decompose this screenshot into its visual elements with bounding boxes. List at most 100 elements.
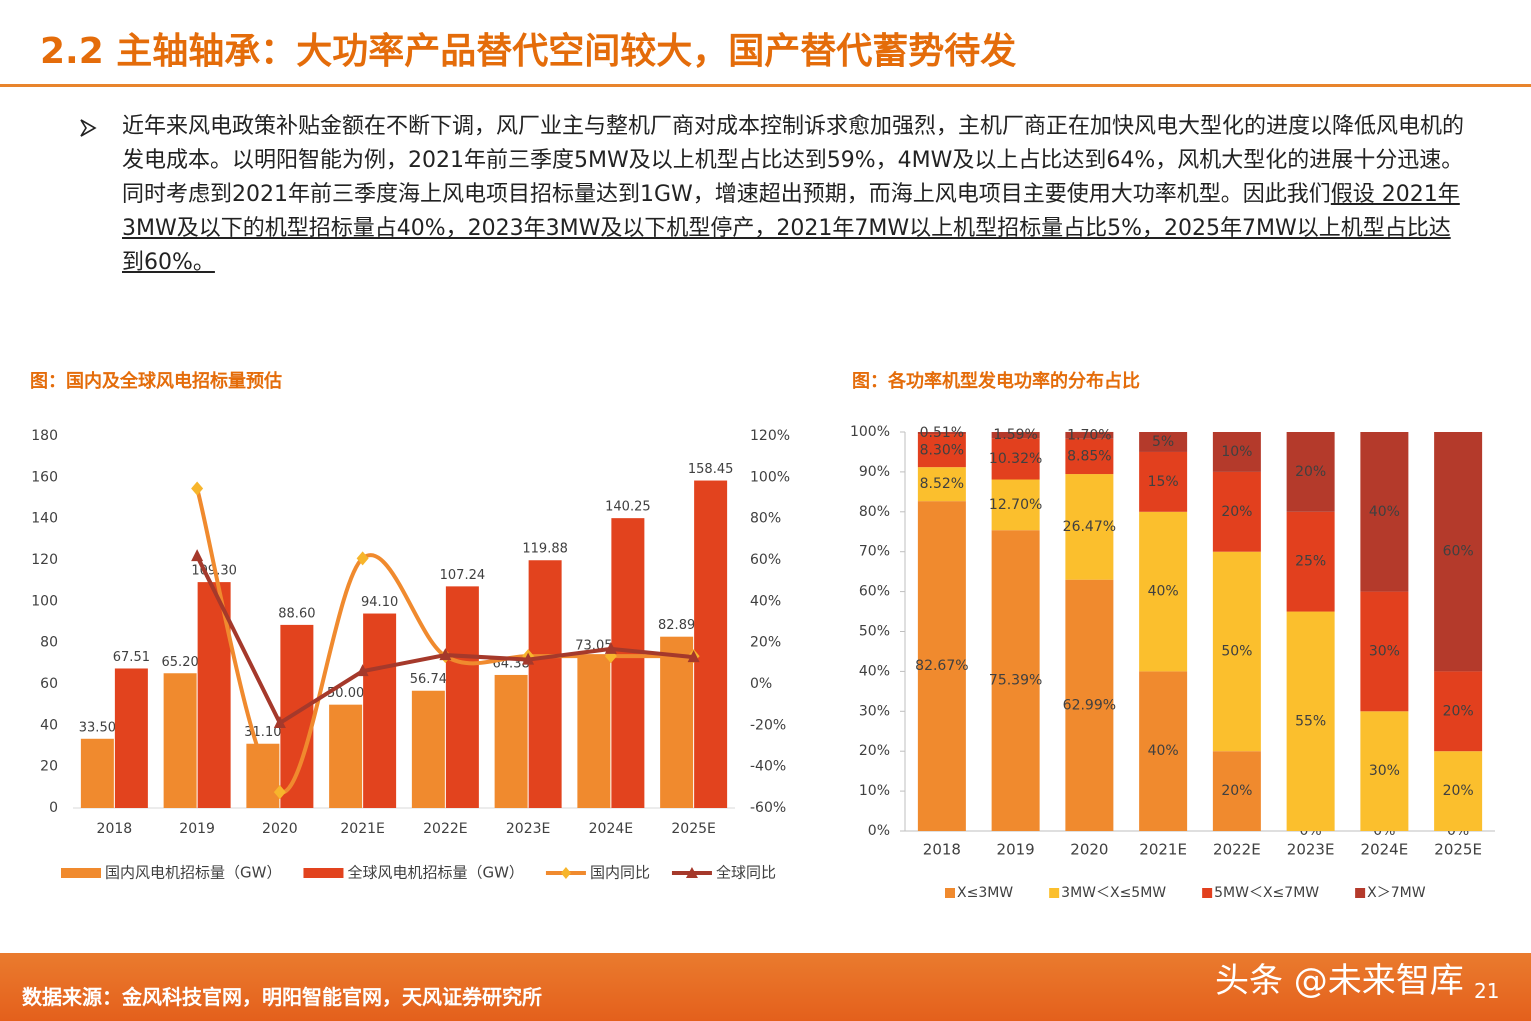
bar [660,636,694,808]
legend-label: 3MW＜X≤5MW [1061,885,1166,901]
value-label: 82.67% [915,658,968,674]
y-tick-label: 180 [31,428,58,444]
page-number: 21 [1474,979,1500,1003]
bar-segment [1434,432,1483,672]
y-tick-label: 140 [31,511,58,527]
bar-segment [1065,431,1114,439]
bar-segment [1286,511,1335,612]
value-label: 20% [1443,703,1474,719]
footer: 数据来源：金风科技官网，明阳智能官网，天风证券研究所 头条 @未来智库 21 [0,953,1531,1021]
value-label: 107.24 [440,568,486,583]
bar [694,480,728,808]
title-rule [0,84,1531,87]
y2-tick-label: 60% [750,552,781,568]
y2-tick-label: -60% [750,800,786,816]
bar-segment [917,434,966,468]
bar-segment [991,432,1040,439]
x-tick-label: 2022E [1213,841,1261,859]
x-tick-label: 2024E [1361,841,1409,859]
bar-segment [1286,611,1335,831]
marker [273,785,286,800]
y2-tick-label: 120% [750,428,790,444]
x-tick-label: 2019 [997,841,1035,859]
legend-swatch [61,868,101,878]
y-tick-label: 50% [859,624,890,640]
bar-segment [917,501,966,831]
y-tick-label: 120 [31,552,58,568]
bar-segment [1434,751,1483,831]
legend-label: 国内同比 [590,864,650,882]
marker [439,648,452,661]
bar [494,674,528,808]
y-tick-label: 20% [859,743,890,759]
value-label: 5% [1152,434,1174,450]
value-label: 20% [1295,464,1326,480]
value-label: 20% [1221,783,1252,799]
bar-segment [1212,471,1261,552]
value-label: 82.89 [658,618,695,633]
chart-title: 图：国内及全球风电招标量预估 [30,370,282,392]
y-tick-label: 80% [859,504,890,520]
bar-segment [917,467,966,502]
y2-tick-label: 0% [750,676,772,692]
legend-marker [560,867,571,879]
bar-segment [1360,591,1409,712]
x-tick-label: 2022E [423,821,467,837]
y-tick-label: 30% [859,703,890,719]
y-tick-label: 60 [40,676,58,692]
value-label: 158.45 [688,462,734,477]
value-label: 10% [1221,444,1252,460]
legend-swatch [1049,888,1060,898]
bar-segment [1286,432,1335,512]
legend-swatch [303,868,344,878]
bar-segment [917,432,966,435]
marker [273,716,286,729]
marker [604,641,617,654]
x-tick-label: 2020 [262,821,298,837]
y-tick-label: 40 [40,717,58,733]
bullet-underlined: 假设 2021年3MW及以下的机型招标量占40%，2023年3MW及以下机型停产… [122,182,1460,275]
bar-segment [1434,671,1483,752]
bar [411,690,445,808]
bar [611,518,645,808]
bar [80,738,114,808]
x-tick-label: 2020 [1070,841,1108,859]
legend-label: X＞7MW [1367,885,1426,901]
value-label: 140.25 [605,500,651,515]
marker [687,650,700,663]
bar [329,704,363,808]
y2-tick-label: -40% [750,759,786,775]
x-tick-label: 2025E [1434,841,1482,859]
legend-label: 国内风电机招标量（GW） [105,864,281,882]
watermark: 头条 @未来智库 [1215,961,1464,1001]
bar [114,668,148,808]
value-label: 30% [1369,643,1400,659]
x-tick-label: 2021E [340,821,384,837]
x-tick-label: 2023E [1287,841,1335,859]
bar-segment [1360,711,1409,831]
bar [577,657,611,808]
legend-label: 5MW＜X≤7MW [1214,885,1319,901]
y-tick-label: 90% [859,464,890,480]
y-tick-label: 40% [859,663,890,679]
bar [445,586,479,808]
x-tick-label: 2025E [671,821,715,837]
line [195,487,694,795]
x-tick-label: 2024E [589,821,633,837]
marker [191,481,204,496]
charts: 图：国内及全球风电招标量预估 图：各功率机型发电功率的分布占比 0 20 40 60 8… [30,370,1495,901]
value-label: 60% [1443,544,1474,560]
value-label: 20% [1443,783,1474,799]
value-label: 25% [1295,554,1326,570]
legend-swatch [1202,888,1213,898]
y2-tick-label: 100% [750,469,790,485]
bar-segment [1139,671,1188,831]
value-label: 8.52% [920,476,964,492]
y2-tick-label: 80% [750,511,781,527]
value-label: 65.20 [162,655,199,670]
x-tick-label: 2018 [923,841,961,859]
bar-segment [991,479,1040,531]
bar-segment [1139,432,1188,452]
x-tick-label: 2023E [506,821,550,837]
bar-segment [991,530,1040,831]
